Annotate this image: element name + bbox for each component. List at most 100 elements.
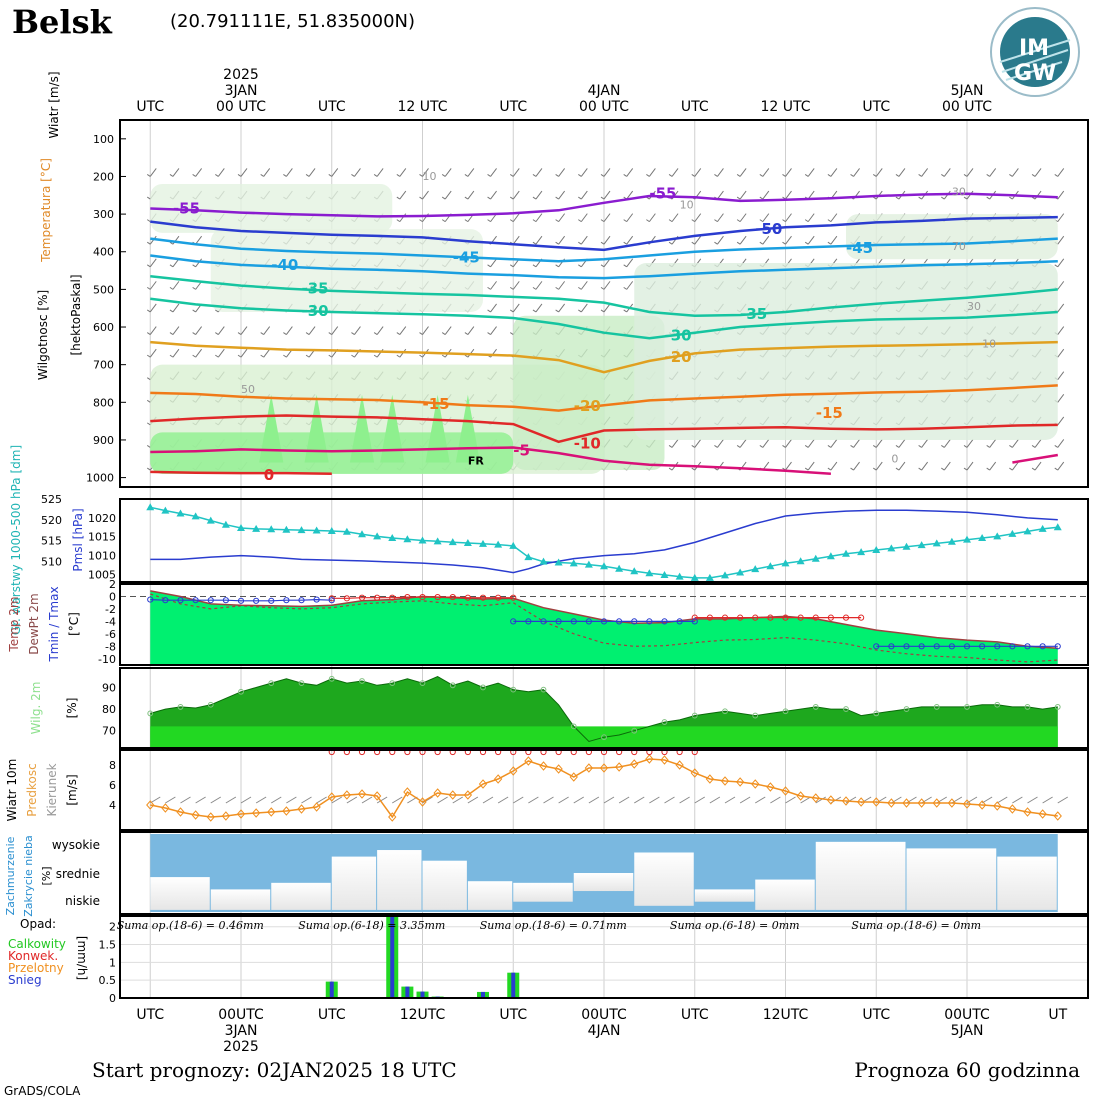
wind-barb <box>600 281 611 290</box>
tmax-point <box>767 614 774 621</box>
tmax-point <box>842 614 850 621</box>
humidity-point <box>722 708 728 715</box>
top-date-label: 3JAN <box>225 83 258 99</box>
precip-snow-bar <box>405 986 410 998</box>
wind-speed-point <box>1053 811 1062 821</box>
isotherm-line <box>150 340 1058 374</box>
wind-barb <box>328 168 339 177</box>
tmin-point <box>313 596 320 603</box>
wind-speed-point <box>524 756 533 766</box>
tmin-point <box>616 618 623 625</box>
wind-speed-point <box>902 798 911 808</box>
wind-ytick: 8 <box>109 759 116 772</box>
pmsl-tick: 1010 <box>88 550 116 563</box>
wind-speed-point <box>569 772 578 782</box>
temp-side-label: DewPt 2m <box>27 593 41 655</box>
tmin-point <box>631 618 638 625</box>
humidity-point <box>752 712 759 719</box>
wind-speed-point <box>478 779 488 789</box>
wind-barb <box>464 168 475 177</box>
wind-barb <box>487 168 497 177</box>
thickness-point <box>842 549 850 557</box>
wind-speed-point <box>614 762 624 772</box>
wind-barb <box>464 326 475 335</box>
wind-speed-point <box>1023 807 1032 817</box>
tmin-point <box>676 618 683 625</box>
wind-barb <box>169 348 180 358</box>
wind-speed-point <box>251 808 261 818</box>
thickness-point <box>358 530 366 538</box>
wind-direction-barb <box>770 796 781 804</box>
thickness-point <box>342 527 351 535</box>
vs-ytick-label: 400 <box>93 246 114 259</box>
wind-speed-point <box>297 804 306 814</box>
isotherm-line <box>150 274 1058 317</box>
thickness-point <box>932 539 941 547</box>
wind-barb <box>941 461 951 471</box>
tmin-point <box>222 597 229 604</box>
precip-legend-label: Opad: <box>20 917 56 931</box>
tmin-point <box>283 597 290 604</box>
wind-speed-point <box>554 764 563 774</box>
wind-direction-barb <box>754 796 766 804</box>
wind-speed-point <box>267 807 276 817</box>
tmin-point <box>918 643 925 650</box>
wind-side-label: Predkosc <box>25 763 39 816</box>
wind-direction-barb <box>286 796 297 804</box>
wind-barb <box>487 258 497 268</box>
tmin-point <box>1039 643 1046 650</box>
humidity-peak <box>349 394 375 463</box>
wind-speed-line <box>150 758 1058 819</box>
wind-speed-point <box>206 812 215 822</box>
wind-speed-point <box>161 803 170 813</box>
wind-speed-point <box>357 789 367 799</box>
wind-barb <box>668 168 679 177</box>
wind-barb <box>419 190 429 200</box>
wind-barb <box>600 168 611 177</box>
precip-legend-label: Snieg <box>8 973 42 987</box>
humidity-point <box>540 686 547 693</box>
isotherm-label: -15 <box>423 395 450 413</box>
wind-barb <box>578 303 588 313</box>
cloud-side-label: Zachmurzenie <box>4 836 17 915</box>
tmin-point <box>328 597 335 604</box>
wind-barb <box>1009 461 1019 471</box>
wind-direction-barb <box>528 796 539 804</box>
wind-direction-barb <box>391 796 403 804</box>
thickness-point <box>963 535 971 543</box>
wind-barb <box>600 213 611 223</box>
vs-ytick-label: 700 <box>93 359 114 372</box>
wind-barb <box>441 168 452 177</box>
wind-direction-barb <box>467 796 479 804</box>
wind-direction-barb <box>376 796 388 804</box>
wind-side-label: Wiatr 10m <box>5 759 19 822</box>
vs-side-label: [hektoPaskal] <box>69 274 83 355</box>
wind-barb <box>691 213 702 223</box>
humidity-point <box>480 684 486 691</box>
tmin-point <box>510 618 517 625</box>
wind-barb <box>872 461 883 471</box>
wind-direction-barb <box>1027 796 1038 804</box>
wind-barb <box>714 213 724 223</box>
wind-barb <box>555 213 566 223</box>
wind-direction-barb <box>225 796 237 804</box>
thickness-point <box>584 560 593 568</box>
pressure-side-label-thickness: Gr. warstwy 1000-500 hPa [dm] <box>9 445 23 635</box>
humidity-point <box>812 704 819 710</box>
top-time-label: UTC <box>318 99 346 115</box>
vs-side-label: Wiatr [m/s] <box>47 71 61 138</box>
wind-barb <box>782 461 792 471</box>
wind-direction-barb <box>437 796 448 804</box>
humidity-field <box>210 229 483 312</box>
wind-speed-point <box>660 755 669 765</box>
humidity-point <box>298 680 305 687</box>
vs-ytick-label: 900 <box>93 434 114 447</box>
temp-ytick: 0 <box>109 590 116 603</box>
wind-barb <box>146 303 157 313</box>
temp-side-label: Tmin / Tmax <box>47 586 61 662</box>
tmin-point <box>994 643 1001 650</box>
tmin-point <box>177 597 184 604</box>
humidity-point <box>691 712 698 719</box>
gr-warstwy-tick: 525 <box>41 493 62 506</box>
temp-ytick: 2 <box>109 578 116 591</box>
